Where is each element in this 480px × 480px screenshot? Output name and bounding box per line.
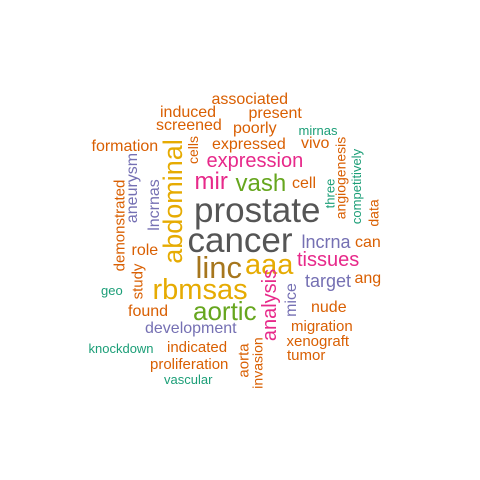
word-prostate: prostate [194,190,321,230]
word-migration: migration [291,317,353,335]
word-lncrna: lncrna [301,232,351,252]
word-expressed: expressed [212,136,286,153]
word-vascular: vascular [164,371,213,387]
word-formation: formation [91,138,159,155]
word-xenograft: xenograft [286,332,350,350]
word-geo: geo [101,282,123,298]
word-aortic: aortic [193,296,257,326]
word-data: data [365,199,382,227]
word-rbmsas: rbmsas [152,273,248,306]
word-competitively: competitively [348,148,364,224]
word-tumor: tumor [287,346,326,364]
word-three: three [322,178,338,208]
word-invasion: invasion [249,337,266,389]
word-mir: mir [194,168,228,195]
word-study: study [129,263,147,299]
word-cells: cells [185,135,202,165]
word-expression: expression [206,150,304,172]
word-vash: vash [235,170,287,197]
word-proliferation: proliferation [150,355,229,373]
word-lncrnas: lncrnas [145,179,163,231]
word-tissues: tissues [297,249,360,271]
word-can: can [355,234,381,251]
word-development: development [145,320,237,337]
word-vivo: vivo [301,135,330,152]
word-associated: associated [211,91,289,108]
word-role: role [131,242,159,259]
word-aaa: aaa [245,248,294,281]
word-linc: linc [195,249,243,285]
word-mice: mice [282,283,300,317]
word-induced: induced [160,104,217,121]
word-mirnas: mirnas [298,122,338,138]
word-target: target [305,271,352,291]
word-abdominal: abdominal [157,138,188,264]
word-knockdown: knockdown [88,340,154,356]
word-analysis: analysis [259,268,282,342]
word-poorly: poorly [233,120,277,137]
word-screened: screened [156,117,222,134]
word-nude: nude [311,299,347,316]
word-indicated: indicated [167,338,228,356]
word-demonstrated: demonstrated [111,179,129,271]
word-cell: cell [292,175,317,192]
word-present: present [248,105,302,122]
word-cancer: cancer [187,220,293,260]
word-ang: ang [354,270,382,287]
word-found: found [128,303,169,320]
